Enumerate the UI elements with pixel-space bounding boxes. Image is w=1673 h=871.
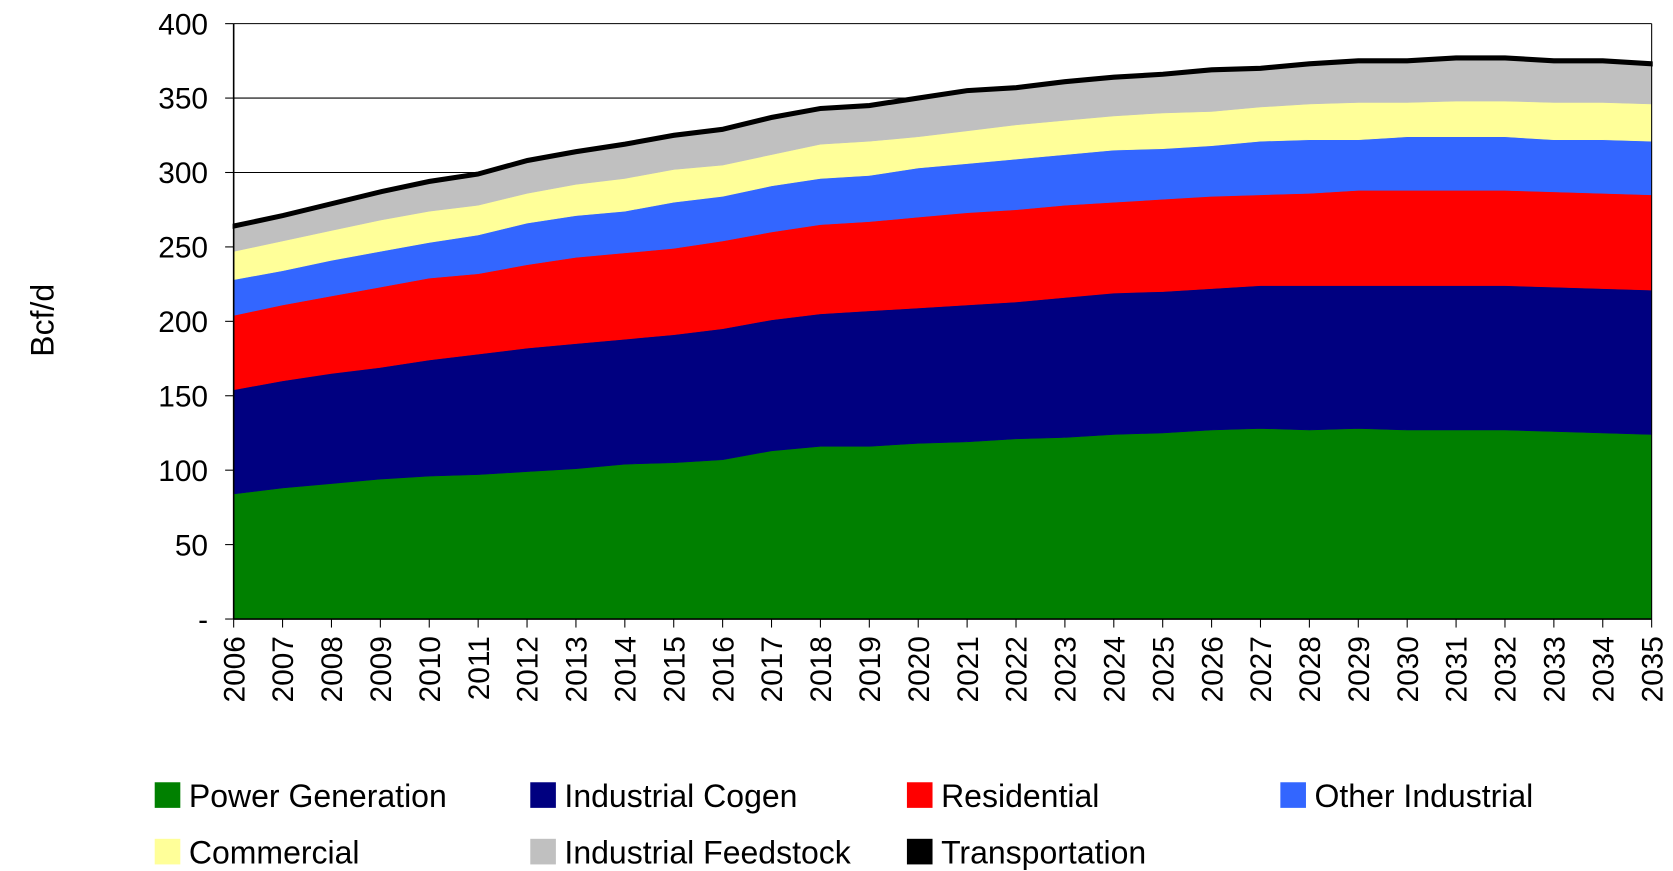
x-tick-label: 2020 bbox=[903, 636, 936, 702]
legend-swatch bbox=[154, 838, 181, 865]
x-tick-label: 2027 bbox=[1245, 636, 1278, 702]
x-tick-label: 2009 bbox=[365, 636, 398, 702]
x-tick-label: 2033 bbox=[1539, 636, 1572, 702]
x-tick-label: 2023 bbox=[1050, 636, 1083, 702]
legend-swatch bbox=[530, 838, 556, 865]
y-tick-label: 200 bbox=[158, 306, 208, 339]
x-tick-label: 2014 bbox=[610, 636, 643, 702]
x-tick-label: 2017 bbox=[756, 636, 789, 702]
x-tick-label: 2026 bbox=[1196, 636, 1229, 702]
x-tick-label: 2022 bbox=[1001, 636, 1034, 702]
x-tick-label: 2031 bbox=[1441, 636, 1474, 702]
y-tick-label: - bbox=[198, 604, 208, 637]
y-tick-label: 350 bbox=[158, 83, 208, 116]
x-tick-label: 2035 bbox=[1636, 636, 1669, 702]
legend-label: Transportation bbox=[941, 834, 1146, 870]
y-tick-label: 400 bbox=[158, 8, 208, 41]
x-tick-label: 2011 bbox=[463, 636, 496, 700]
legend-swatch bbox=[906, 782, 933, 808]
y-axis-title: Bcf/d bbox=[24, 284, 60, 357]
x-tick-label: 2029 bbox=[1343, 636, 1376, 702]
x-tick-label: 2019 bbox=[854, 636, 887, 702]
y-tick-label: 300 bbox=[158, 157, 208, 190]
legend-label: Residential bbox=[941, 778, 1099, 814]
x-tick-label: 2015 bbox=[658, 636, 691, 702]
legend-swatch bbox=[154, 782, 181, 808]
y-tick-label: 50 bbox=[175, 529, 208, 562]
legend-label: Other Industrial bbox=[1315, 778, 1534, 814]
legend-label: Power Generation bbox=[189, 778, 447, 814]
x-tick-label: 2016 bbox=[707, 636, 740, 702]
x-tick-label: 2018 bbox=[805, 636, 838, 702]
x-tick-label: 2006 bbox=[218, 636, 251, 702]
legend-swatch bbox=[906, 838, 933, 865]
x-tick-label: 2007 bbox=[267, 636, 300, 702]
legend-label: Industrial Cogen bbox=[564, 778, 797, 814]
x-tick-label: 2028 bbox=[1294, 636, 1327, 702]
legend-label: Commercial bbox=[189, 834, 360, 870]
x-tick-label: 2010 bbox=[414, 636, 447, 702]
x-tick-label: 2034 bbox=[1587, 636, 1620, 702]
y-tick-label: 250 bbox=[158, 232, 208, 265]
legend-swatch bbox=[530, 782, 556, 808]
x-tick-label: 2025 bbox=[1147, 636, 1180, 702]
legend-label: Industrial Feedstock bbox=[564, 834, 851, 870]
legend-swatch bbox=[1280, 782, 1306, 808]
x-tick-label: 2024 bbox=[1098, 636, 1131, 702]
x-tick-label: 2008 bbox=[316, 636, 349, 702]
y-tick-label: 100 bbox=[158, 455, 208, 488]
x-tick-label: 2030 bbox=[1392, 636, 1425, 702]
x-tick-label: 2013 bbox=[561, 636, 594, 702]
x-tick-label: 2012 bbox=[512, 636, 545, 702]
x-tick-label: 2032 bbox=[1490, 636, 1523, 702]
x-tick-label: 2021 bbox=[952, 636, 985, 702]
y-tick-label: 150 bbox=[158, 380, 208, 413]
